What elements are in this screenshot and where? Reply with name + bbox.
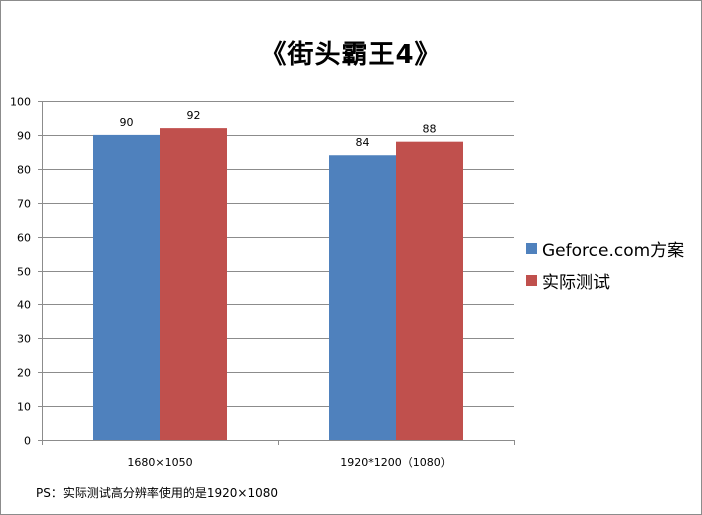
legend-label-geforce: Geforce.com方案: [542, 240, 685, 261]
y-tick-label-60: 60: [17, 232, 31, 245]
data-label-geforce-0: 90: [120, 116, 134, 129]
bar-actual-0: [160, 128, 227, 440]
y-tick-label-100: 100: [10, 96, 31, 109]
legend-item-actual: 实际测试: [526, 264, 684, 296]
y-tick-label-80: 80: [17, 164, 31, 177]
footnote: PS：实际测试高分辨率使用的是1920×1080: [36, 486, 278, 500]
x-axis: 1680×1050 1920*1200（1080）: [42, 101, 515, 469]
chart-title: 《街头霸王4》: [260, 40, 442, 70]
data-label-geforce-1: 84: [356, 136, 370, 149]
data-labels: 90 92 84 88: [120, 109, 437, 149]
legend-swatch-red: [526, 274, 537, 286]
legend-item-geforce: Geforce.com方案: [526, 232, 684, 264]
x-category-label-1: 1920*1200（1080）: [340, 456, 451, 469]
y-tick-label-90: 90: [17, 130, 31, 143]
x-category-label-0: 1680×1050: [127, 456, 192, 469]
bar-geforce-0: [93, 134, 160, 440]
y-tick-label-70: 70: [17, 198, 31, 211]
legend-swatch-blue: [526, 242, 537, 254]
data-label-actual-0: 92: [187, 109, 201, 122]
y-axis-ticks: 0 10 20 30 40 50 60 70 80 90 100: [10, 96, 31, 448]
bars: [93, 128, 463, 441]
legend: Geforce.com方案 实际测试: [526, 232, 684, 296]
y-tick-label-40: 40: [17, 299, 31, 312]
y-tick-label-0: 0: [24, 435, 31, 448]
y-tick-label-30: 30: [17, 333, 31, 346]
bar-geforce-1: [329, 155, 396, 441]
legend-label-actual: 实际测试: [542, 272, 610, 293]
data-label-actual-1: 88: [423, 123, 437, 136]
y-tick-label-10: 10: [17, 401, 31, 414]
y-tick-label-50: 50: [17, 266, 31, 279]
bar-actual-1: [396, 141, 463, 440]
y-tick-label-20: 20: [17, 367, 31, 380]
